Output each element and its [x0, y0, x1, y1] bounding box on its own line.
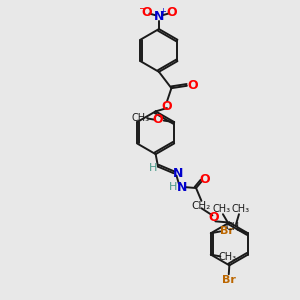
Text: CH₃: CH₃ — [132, 112, 150, 123]
Text: −: − — [139, 4, 147, 14]
Text: N: N — [154, 10, 164, 23]
Text: N: N — [177, 181, 188, 194]
Text: CH: CH — [225, 222, 239, 232]
Text: O: O — [141, 7, 152, 20]
Text: CH₂: CH₂ — [192, 201, 211, 211]
Text: CH₃: CH₃ — [232, 204, 250, 214]
Text: +: + — [160, 7, 167, 16]
Text: O: O — [199, 172, 210, 186]
Text: CH₃: CH₃ — [218, 252, 236, 262]
Text: Br: Br — [222, 275, 236, 285]
Text: O: O — [187, 79, 197, 92]
Text: O: O — [152, 113, 163, 127]
Text: N: N — [172, 167, 183, 180]
Text: H: H — [149, 163, 158, 173]
Text: O: O — [166, 7, 177, 20]
Text: CH₃: CH₃ — [212, 204, 230, 214]
Text: O: O — [208, 211, 219, 224]
Text: H: H — [169, 182, 178, 192]
Text: O: O — [162, 100, 172, 113]
Text: Br: Br — [220, 226, 234, 236]
